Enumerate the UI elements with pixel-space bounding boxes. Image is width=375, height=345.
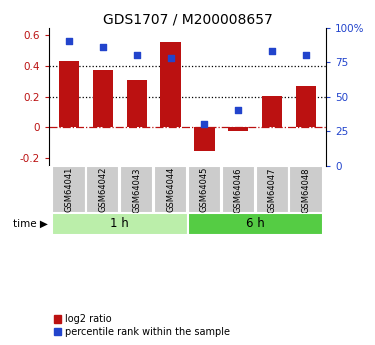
Bar [120, 166, 153, 213]
Text: GSM64045: GSM64045 [200, 167, 209, 213]
Bar [290, 166, 322, 213]
Point [201, 121, 207, 127]
Text: time ▶: time ▶ [13, 219, 48, 229]
Bar [228, 127, 248, 131]
Text: GSM64043: GSM64043 [132, 167, 141, 213]
Point [168, 55, 174, 61]
Point [235, 108, 241, 113]
Bar [127, 80, 147, 127]
Text: GSM64048: GSM64048 [302, 167, 310, 213]
Bar [296, 86, 316, 127]
Text: GSM64041: GSM64041 [64, 167, 74, 213]
Bar [160, 42, 181, 127]
Bar [53, 166, 86, 213]
Bar [194, 127, 214, 151]
Bar [222, 166, 255, 213]
Point [100, 44, 106, 50]
Text: GSM64046: GSM64046 [234, 167, 243, 213]
Title: GDS1707 / M200008657: GDS1707 / M200008657 [103, 12, 272, 27]
Bar [93, 70, 113, 127]
Bar [188, 166, 221, 213]
Legend: log2 ratio, percentile rank within the sample: log2 ratio, percentile rank within the s… [54, 314, 230, 337]
Text: GSM64044: GSM64044 [166, 167, 175, 213]
Bar [255, 166, 289, 213]
Point [66, 39, 72, 44]
Point [303, 52, 309, 58]
Bar [154, 166, 187, 213]
Bar [188, 213, 323, 235]
Bar [59, 61, 79, 127]
Text: GSM64047: GSM64047 [268, 167, 277, 213]
Text: 1 h: 1 h [111, 217, 129, 230]
Text: 6 h: 6 h [246, 217, 264, 230]
Point [134, 52, 140, 58]
Bar [52, 213, 188, 235]
Point [269, 48, 275, 54]
Bar [86, 166, 120, 213]
Text: GSM64042: GSM64042 [98, 167, 107, 213]
Bar [262, 96, 282, 127]
